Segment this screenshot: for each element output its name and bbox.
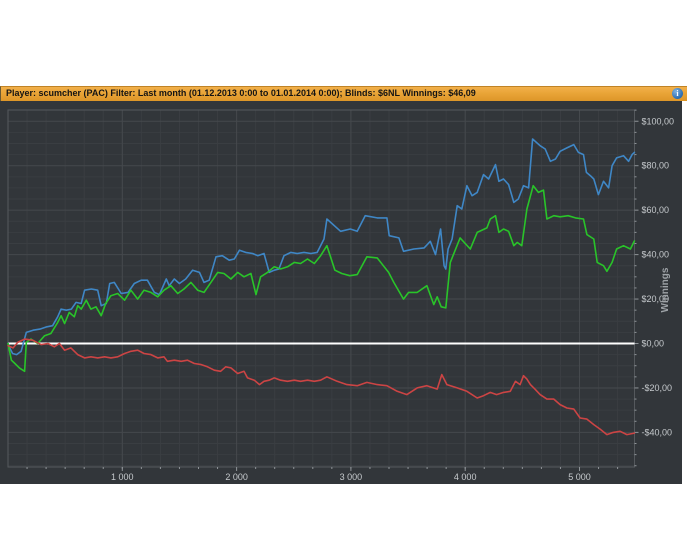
axis-ticks: [26, 109, 639, 471]
red-series-line: [7, 338, 636, 436]
y-tick-label: $80,00: [642, 161, 670, 171]
x-tick-label: 5 000: [568, 472, 591, 482]
plot-border: [7, 109, 635, 468]
y-tick-label: $40,00: [642, 250, 670, 260]
blue-series-line: [7, 138, 636, 356]
grid-minor: [8, 109, 635, 467]
x-tick-label: 4 000: [454, 472, 477, 482]
y-tick-label: $0,00: [642, 339, 665, 349]
green-series-line: [7, 184, 636, 373]
grid-major: [8, 110, 635, 467]
x-tick-label: 1 000: [111, 472, 134, 482]
y-tick-label: $60,00: [642, 205, 670, 215]
graph-filter-text: Player: scumcher (PAC) Filter: Last mont…: [6, 88, 476, 98]
x-tick-label: 3 000: [340, 472, 363, 482]
y-tick-label: $100,00: [642, 116, 675, 126]
axis-labels: $100,00 $80,00 $60,00 $40,00 $20,00 $0,00 -$20…: [111, 116, 674, 482]
help-icon[interactable]: i: [672, 88, 683, 99]
winnings-chart: $100,00 $80,00 $60,00 $40,00 $20,00 $0,00 -$20…: [0, 101, 682, 484]
y-tick-label: -$20,00: [642, 383, 673, 393]
y-axis-title: Winnings: [660, 267, 671, 312]
winnings-graph-svg: $100,00 $80,00 $60,00 $40,00 $20,00 $0,00 -$20…: [7, 109, 674, 482]
graph-filter-bar: Player: scumcher (PAC) Filter: Last mont…: [0, 86, 687, 101]
y-tick-label: -$40,00: [642, 427, 673, 437]
y-tick-label: $20,00: [642, 294, 670, 304]
x-tick-label: 2 000: [225, 472, 248, 482]
